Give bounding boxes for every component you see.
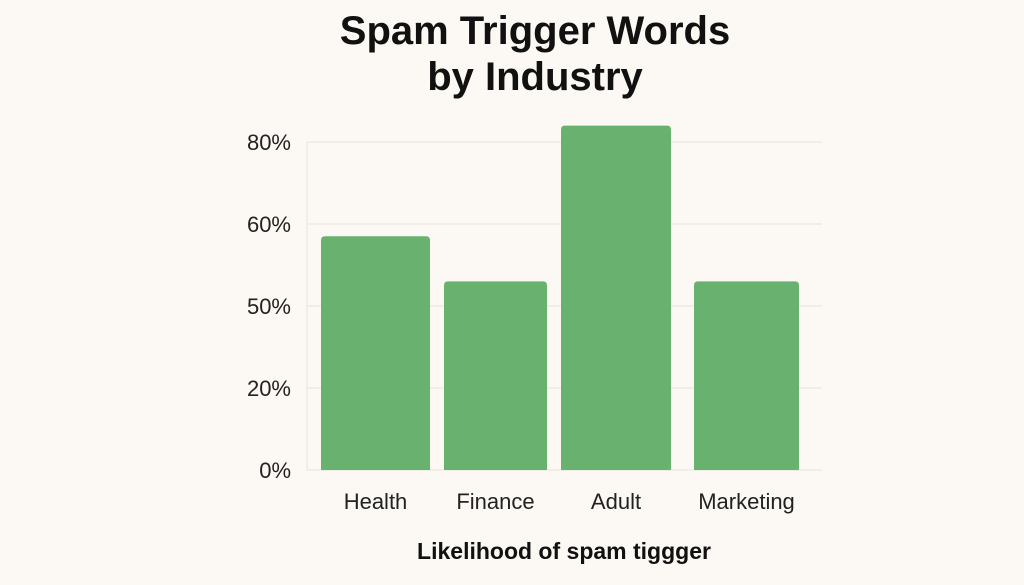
bar-health (321, 236, 430, 470)
chart-title-line-1: Spam Trigger Words (339, 9, 731, 53)
x-axis-label: Likelihood of spam tiggger (417, 538, 711, 564)
y-tick-label-4: 80% (247, 130, 291, 155)
x-tick-label-health: Health (344, 489, 408, 514)
x-tick-label-finance: Finance (456, 489, 534, 514)
y-tick-label-2: 50% (247, 294, 291, 319)
y-tick-label-3: 60% (247, 212, 291, 237)
bar-finance (444, 281, 547, 470)
chart-title: Spam Trigger Words by Industry (0, 8, 1024, 100)
bar-marketing (694, 281, 799, 470)
y-tick-label-0: 0% (259, 458, 291, 483)
x-tick-label-adult: Adult (591, 489, 641, 514)
bar-adult (561, 125, 671, 470)
chart-title-line-2: by Industry (427, 55, 643, 99)
y-tick-label-1: 20% (247, 376, 291, 401)
x-tick-label-marketing: Marketing (698, 489, 795, 514)
